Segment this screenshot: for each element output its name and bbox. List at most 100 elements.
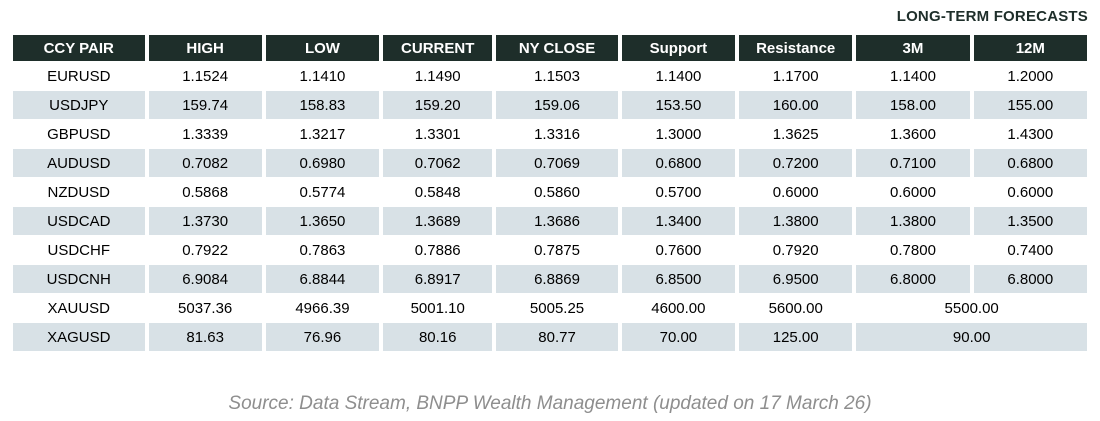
cell-resistance: 1.3625 <box>739 120 853 148</box>
table-body: EURUSD 1.1524 1.1410 1.1490 1.1503 1.1400 1.17… <box>13 62 1087 351</box>
cell-m12: 0.6000 <box>973 178 1087 206</box>
cell-ny-close: 0.5860 <box>496 178 618 206</box>
cell-m3: 0.6000 <box>856 178 970 206</box>
cell-m3-12-merged: 90.00 <box>856 323 1087 351</box>
cell-ny-close: 0.7875 <box>496 236 618 264</box>
cell-m3: 1.3600 <box>856 120 970 148</box>
cell-pair: USDCNH <box>13 265 145 293</box>
column-header: NY CLOSE <box>496 35 618 61</box>
cell-low: 6.8844 <box>265 265 380 293</box>
cell-ny-close: 6.8869 <box>496 265 618 293</box>
cell-support: 0.5700 <box>621 178 736 206</box>
table-row: NZDUSD 0.5868 0.5774 0.5848 0.5860 0.5700 0.60… <box>13 178 1087 206</box>
cell-m12: 6.8000 <box>973 265 1087 293</box>
cell-support: 70.00 <box>621 323 736 351</box>
cell-high: 0.7922 <box>148 236 262 264</box>
cell-m3: 1.3800 <box>856 207 970 235</box>
cell-resistance: 1.3800 <box>739 207 853 235</box>
column-header: Support <box>621 35 736 61</box>
cell-ny-close: 5005.25 <box>496 294 618 322</box>
cell-resistance: 6.9500 <box>739 265 853 293</box>
cell-pair: USDCHF <box>13 236 145 264</box>
cell-ny-close: 80.77 <box>496 323 618 351</box>
cell-m12: 155.00 <box>973 91 1087 119</box>
cell-current: 0.7886 <box>383 236 493 264</box>
column-header: HIGH <box>148 35 262 61</box>
cell-resistance: 0.6000 <box>739 178 853 206</box>
cell-current: 1.3689 <box>383 207 493 235</box>
cell-current: 5001.10 <box>383 294 493 322</box>
cell-current: 0.7062 <box>383 149 493 177</box>
table-row: XAUUSD 5037.36 4966.39 5001.10 5005.25 4600.0… <box>13 294 1087 322</box>
column-header: CURRENT <box>383 35 493 61</box>
cell-resistance: 160.00 <box>739 91 853 119</box>
cell-high: 5037.36 <box>148 294 262 322</box>
cell-current: 0.5848 <box>383 178 493 206</box>
cell-support: 1.1400 <box>621 62 736 90</box>
cell-current: 6.8917 <box>383 265 493 293</box>
cell-current: 1.1490 <box>383 62 493 90</box>
source-note: Source: Data Stream, BNPP Wealth Managem… <box>228 393 872 414</box>
cell-pair: USDCAD <box>13 207 145 235</box>
cell-m12: 0.6800 <box>973 149 1087 177</box>
column-header: 12M <box>973 35 1087 61</box>
cell-m3: 1.1400 <box>856 62 970 90</box>
cell-m3: 0.7100 <box>856 149 970 177</box>
cell-low: 1.1410 <box>265 62 380 90</box>
cell-resistance: 0.7920 <box>739 236 853 264</box>
cell-m12: 1.2000 <box>973 62 1087 90</box>
column-header: Resistance <box>739 35 853 61</box>
cell-pair: USDJPY <box>13 91 145 119</box>
cell-high: 159.74 <box>148 91 262 119</box>
cell-resistance: 125.00 <box>739 323 853 351</box>
cell-support: 4600.00 <box>621 294 736 322</box>
cell-support: 1.3000 <box>621 120 736 148</box>
cell-support: 1.3400 <box>621 207 736 235</box>
cell-resistance: 1.1700 <box>739 62 853 90</box>
cell-m12: 1.4300 <box>973 120 1087 148</box>
cell-resistance: 5600.00 <box>739 294 853 322</box>
cell-low: 1.3217 <box>265 120 380 148</box>
cell-ny-close: 1.3316 <box>496 120 618 148</box>
cell-pair: GBPUSD <box>13 120 145 148</box>
cell-ny-close: 1.1503 <box>496 62 618 90</box>
cell-ny-close: 0.7069 <box>496 149 618 177</box>
cell-low: 4966.39 <box>265 294 380 322</box>
column-header: CCY PAIR <box>13 35 145 61</box>
cell-high: 6.9084 <box>148 265 262 293</box>
cell-pair: NZDUSD <box>13 178 145 206</box>
cell-high: 81.63 <box>148 323 262 351</box>
table-row: EURUSD 1.1524 1.1410 1.1490 1.1503 1.1400 1.17… <box>13 62 1087 90</box>
cell-m12: 1.3500 <box>973 207 1087 235</box>
header-row: CCY PAIR HIGH LOW CURRENT NY CLOSE Support Res… <box>13 35 1087 61</box>
cell-support: 0.7600 <box>621 236 736 264</box>
forecast-table: CCY PAIR HIGH LOW CURRENT NY CLOSE Support Res… <box>9 34 1091 352</box>
cell-pair: EURUSD <box>13 62 145 90</box>
cell-current: 1.3301 <box>383 120 493 148</box>
cell-current: 159.20 <box>383 91 493 119</box>
table-row: GBPUSD 1.3339 1.3217 1.3301 1.3316 1.3000 1.36… <box>13 120 1087 148</box>
cell-m3: 0.7800 <box>856 236 970 264</box>
cell-low: 158.83 <box>265 91 380 119</box>
table-row: XAGUSD 81.63 76.96 80.16 80.77 70.00 125.00 90.… <box>13 323 1087 351</box>
cell-high: 1.1524 <box>148 62 262 90</box>
cell-pair: XAUUSD <box>13 294 145 322</box>
cell-pair: XAGUSD <box>13 323 145 351</box>
cell-low: 0.7863 <box>265 236 380 264</box>
table-row: USDCHF 0.7922 0.7863 0.7886 0.7875 0.7600 0.79… <box>13 236 1087 264</box>
cell-support: 6.8500 <box>621 265 736 293</box>
cell-high: 1.3339 <box>148 120 262 148</box>
cell-high: 0.5868 <box>148 178 262 206</box>
cell-m3: 6.8000 <box>856 265 970 293</box>
cell-low: 1.3650 <box>265 207 380 235</box>
cell-low: 0.5774 <box>265 178 380 206</box>
column-header: 3M <box>856 35 970 61</box>
table-row: USDJPY 159.74 158.83 159.20 159.06 153.50 160.… <box>13 91 1087 119</box>
table-row: AUDUSD 0.7082 0.6980 0.7062 0.7069 0.6800 0.72… <box>13 149 1087 177</box>
cell-low: 76.96 <box>265 323 380 351</box>
cell-high: 0.7082 <box>148 149 262 177</box>
long-term-forecasts-title: LONG-TERM FORECASTS <box>896 8 1088 25</box>
cell-support: 0.6800 <box>621 149 736 177</box>
cell-high: 1.3730 <box>148 207 262 235</box>
